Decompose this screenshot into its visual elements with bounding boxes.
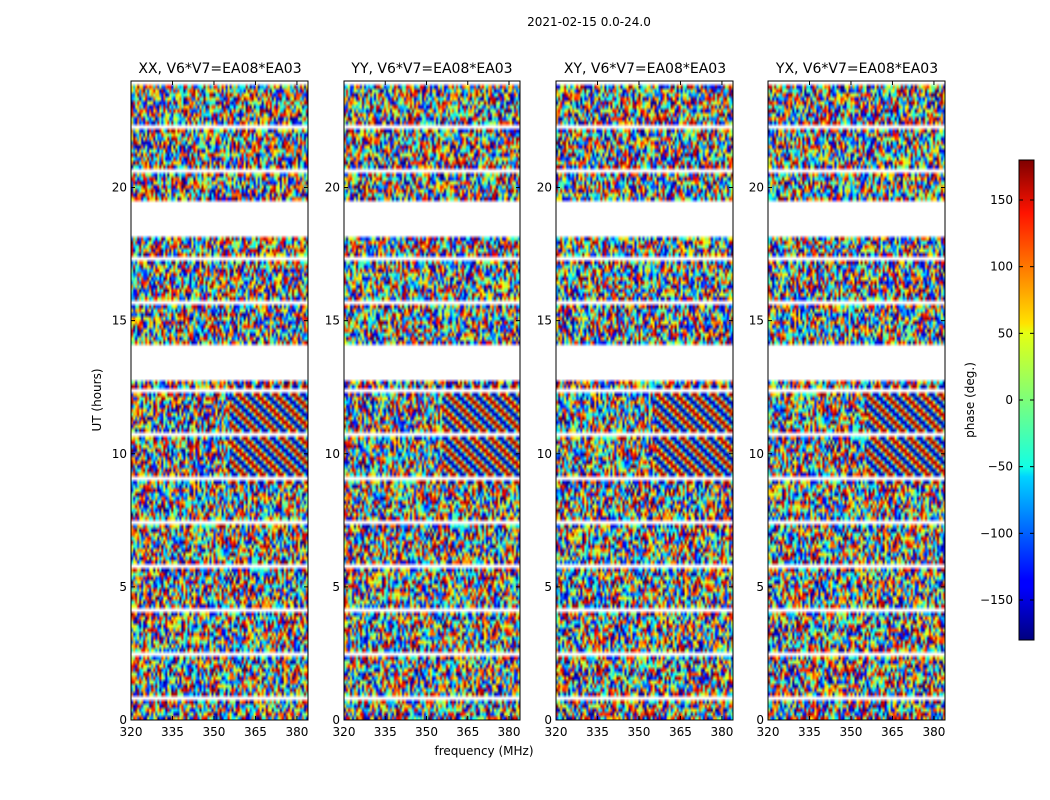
panel-xy: XY, V6*V7=EA08*EA03 320 335 350 365 380 0 5 10…: [537, 61, 734, 739]
x-tick-label: 380: [498, 725, 521, 739]
x-tick-label: 335: [161, 725, 184, 739]
colorbar-ticks: 150 100 50 0 −50 −100 −150: [980, 193, 1034, 607]
y-tick-label: 15: [537, 314, 552, 328]
y-axis-xx: 0 5 10 15 20: [112, 181, 308, 727]
y-axis-label: UT (hours): [90, 368, 104, 431]
y-tick-label: 15: [325, 314, 340, 328]
x-tick-label: 365: [669, 725, 692, 739]
panel-title-xy: XY, V6*V7=EA08*EA03: [564, 61, 726, 77]
y-tick-label: 0: [332, 713, 340, 727]
x-axis-label: frequency (MHz): [434, 744, 533, 758]
panel-yy: YY, V6*V7=EA08*EA03 320 335 350 365 380 0 5 10…: [325, 61, 521, 739]
heatmap-image-xy: [556, 81, 733, 720]
colorbar-tick-label: −100: [980, 526, 1013, 540]
y-tick-label: 20: [112, 181, 127, 195]
x-axis-yx: 320 335 350 365 380: [757, 81, 945, 739]
heatmap-image-yx: [768, 81, 945, 720]
y-tick-label: 5: [332, 580, 340, 594]
x-tick-label: 320: [333, 725, 356, 739]
colorbar-tick-label: 0: [1005, 393, 1013, 407]
panel-title-yy: YY, V6*V7=EA08*EA03: [350, 61, 512, 77]
y-tick-label: 10: [749, 447, 764, 461]
y-tick-label: 0: [544, 713, 552, 727]
heatmap-xy: [556, 81, 733, 720]
y-tick-label: 15: [749, 314, 764, 328]
figure-title: 2021-02-15 0.0-24.0: [527, 15, 651, 29]
colorbar-tick-label: 100: [990, 260, 1013, 274]
heatmap-image-yy: [344, 81, 520, 720]
panel-xx: XX, V6*V7=EA08*EA03 320 335 350 365 380 0 5 10…: [112, 61, 309, 739]
x-tick-label: 320: [120, 725, 143, 739]
y-tick-label: 5: [756, 580, 764, 594]
x-tick-label: 335: [798, 725, 821, 739]
x-tick-label: 320: [545, 725, 568, 739]
x-tick-label: 335: [586, 725, 609, 739]
x-tick-label: 380: [922, 725, 945, 739]
y-axis-yx: 0 5 10 15 20: [749, 181, 945, 727]
colorbar-tick-label: 150: [990, 193, 1013, 207]
colorbar-tick-label: −50: [988, 460, 1013, 474]
x-tick-label: 365: [456, 725, 479, 739]
y-tick-label: 0: [119, 713, 127, 727]
heatmap-yx: [768, 81, 945, 720]
x-tick-label: 365: [244, 725, 267, 739]
plot-frame-xy: [555, 80, 734, 721]
x-tick-label: 350: [203, 725, 226, 739]
y-tick-label: 20: [537, 181, 552, 195]
x-tick-label: 380: [285, 725, 308, 739]
y-tick-label: 10: [537, 447, 552, 461]
x-tick-label: 365: [881, 725, 904, 739]
plot-frame-yx: [767, 80, 946, 721]
panel-title-xx: XX, V6*V7=EA08*EA03: [138, 61, 301, 77]
x-axis-xy: 320 335 350 365 380: [545, 81, 733, 739]
panel-yx: YX, V6*V7=EA08*EA03 320 335 350 365 380 0 5 10…: [749, 61, 946, 739]
colorbar-tick-label: −150: [980, 593, 1013, 607]
y-tick-label: 20: [749, 181, 764, 195]
y-tick-label: 5: [119, 580, 127, 594]
y-axis-yy: 0 5 10 15 20: [325, 181, 520, 727]
x-tick-label: 350: [840, 725, 863, 739]
y-tick-label: 20: [325, 181, 340, 195]
y-tick-label: 10: [112, 447, 127, 461]
colorbar-label: phase (deg.): [963, 362, 977, 438]
x-tick-label: 350: [628, 725, 651, 739]
plot-frame-yy: [343, 80, 521, 721]
y-tick-label: 10: [325, 447, 340, 461]
x-tick-label: 320: [757, 725, 780, 739]
x-tick-label: 380: [710, 725, 733, 739]
panel-title-yx: YX, V6*V7=EA08*EA03: [775, 61, 938, 77]
heatmap-image-xx: [131, 81, 308, 720]
plot-frame-xx: [130, 80, 309, 721]
y-tick-label: 0: [756, 713, 764, 727]
y-tick-label: 15: [112, 314, 127, 328]
x-tick-label: 335: [374, 725, 397, 739]
x-axis-xx: 320 335 350 365 380: [120, 81, 308, 739]
colorbar-tick-label: 50: [998, 326, 1013, 340]
colorbar: 150 100 50 0 −50 −100 −150 phase (deg.): [963, 159, 1035, 641]
x-tick-label: 350: [415, 725, 438, 739]
heatmap-yy: [344, 81, 520, 720]
y-axis-xy: 0 5 10 15 20: [537, 181, 733, 727]
y-tick-label: 5: [544, 580, 552, 594]
x-axis-yy: 320 335 350 365 380: [333, 81, 521, 739]
heatmap-xx: [131, 81, 308, 720]
